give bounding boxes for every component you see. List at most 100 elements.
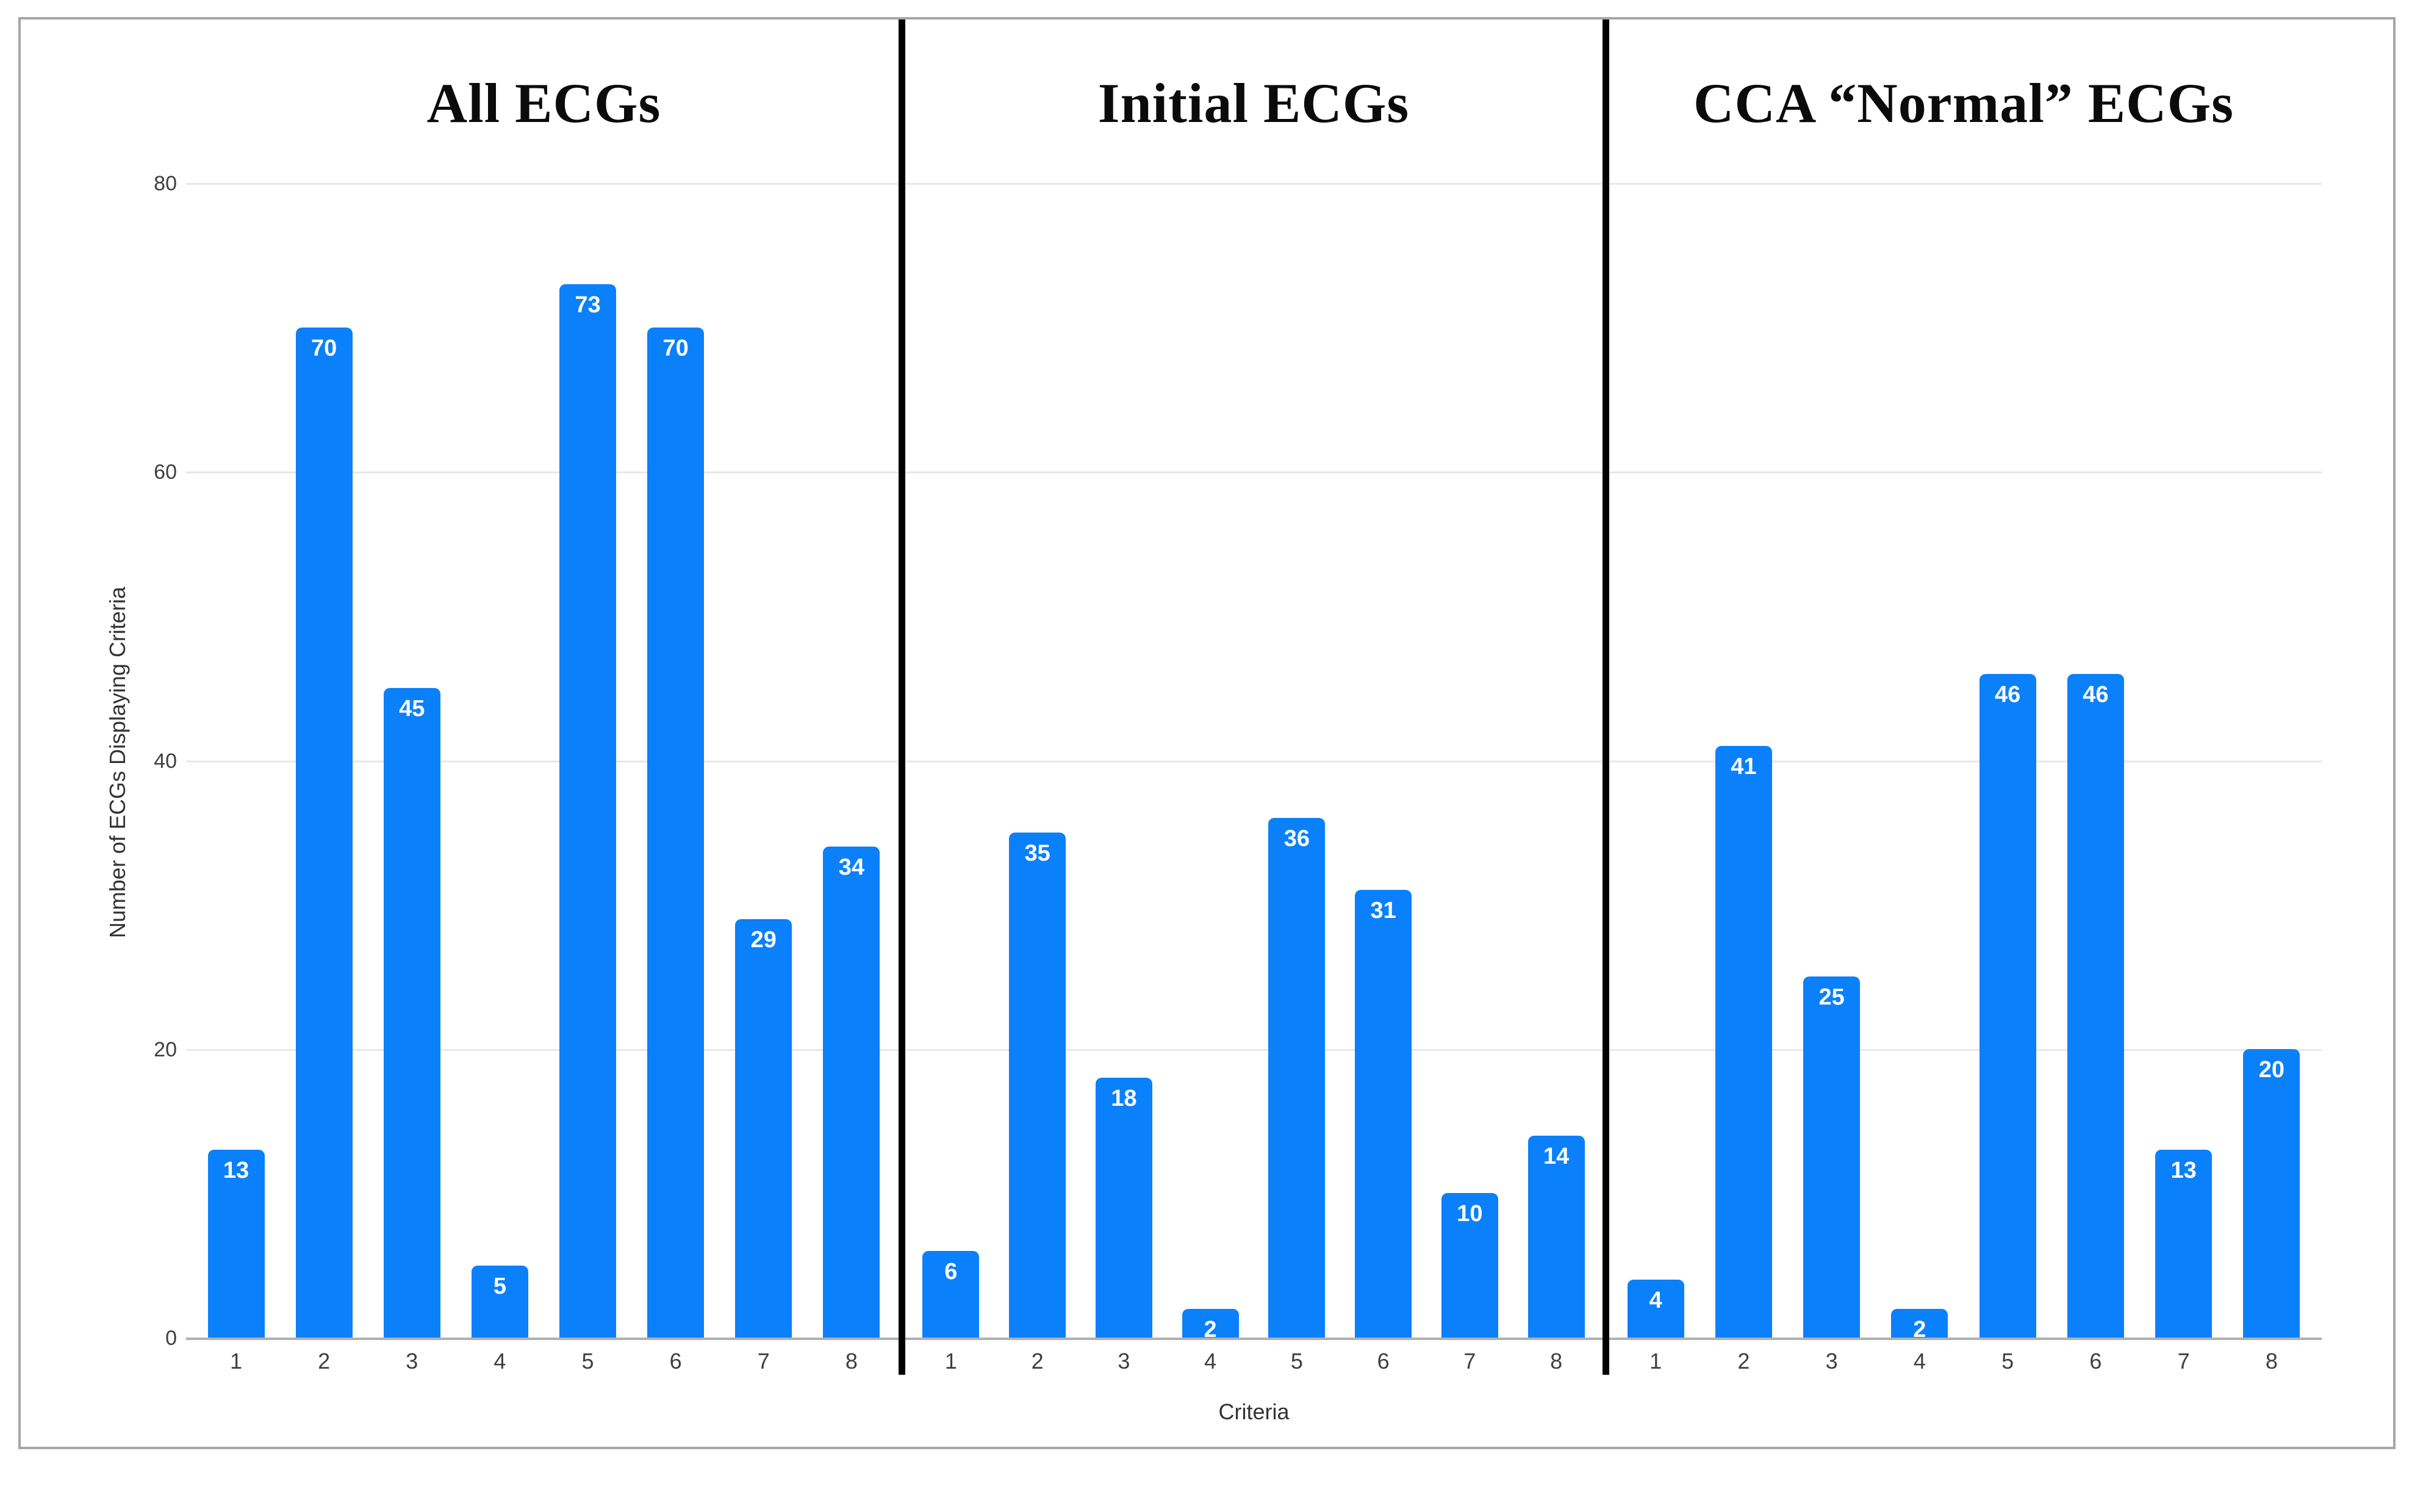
bar-zone: 4 [1612, 183, 1700, 1338]
slot-criteria-8: 34 8 [808, 183, 896, 1381]
bar-Initial ECGs-criteria-6: 31 [1355, 890, 1412, 1338]
slot-criteria-7: 29 7 [720, 183, 808, 1381]
bar-value-label: 10 [1457, 1201, 1483, 1227]
x-tick-label-4: 4 [1204, 1349, 1217, 1374]
gridline-0 [186, 1338, 2322, 1340]
bar-zone: 13 [2140, 183, 2228, 1338]
bar-CCA “Normal” ECGs-criteria-6: 46 [2067, 674, 2124, 1338]
bar-zone: 20 [2228, 183, 2316, 1338]
x-axis-title: Criteria [1218, 1399, 1290, 1424]
x-tick-label-1: 1 [944, 1349, 957, 1374]
bar-value-label: 46 [1994, 682, 2021, 708]
panel-title-cca-normal-ecgs: CCA “Normal” ECGs [1693, 72, 2234, 134]
panel-title-initial-ecgs: Initial ECGs [1097, 72, 1410, 134]
bar-value-label: 13 [2170, 1158, 2197, 1183]
bar-value-label: 41 [1731, 754, 1757, 779]
bar-CCA “Normal” ECGs-criteria-5: 46 [1979, 674, 2036, 1338]
bar-value-label: 20 [2258, 1057, 2285, 1083]
gridline-40 [186, 761, 2322, 762]
bar-value-label: 25 [1818, 984, 1845, 1010]
bar-All ECGs-criteria-7: 29 [735, 919, 792, 1338]
bar-zone: 25 [1788, 183, 1876, 1338]
bar-zone: 41 [1700, 183, 1787, 1338]
panel-2-bars: 6 1 35 2 18 3 2 4 36 5 31 6 10 7 14 8 [908, 183, 1599, 1381]
slot-criteria-6: 31 6 [1340, 183, 1427, 1381]
slot-criteria-2: 41 2 [1700, 183, 1787, 1381]
bar-zone: 6 [908, 183, 994, 1338]
bar-CCA “Normal” ECGs-criteria-1: 4 [1627, 1280, 1684, 1338]
x-tick-label-6: 6 [1377, 1349, 1390, 1374]
bar-value-label: 2 [1913, 1317, 1926, 1342]
x-tick-label-2: 2 [1031, 1349, 1044, 1374]
bar-zone: 2 [1167, 183, 1254, 1342]
bar-CCA “Normal” ECGs-criteria-7: 13 [2155, 1150, 2213, 1338]
x-tick-label-3: 3 [1118, 1349, 1130, 1374]
x-tick-label-2: 2 [1737, 1349, 1750, 1374]
x-tick-label-3: 3 [1825, 1349, 1838, 1374]
x-tick-label-4: 4 [494, 1349, 506, 1374]
bar-CCA “Normal” ECGs-criteria-8: 20 [2243, 1049, 2300, 1338]
bar-value-label: 18 [1111, 1086, 1137, 1111]
bar-zone: 45 [368, 183, 456, 1338]
panel-1-bars: 13 1 70 2 45 3 5 4 73 5 70 6 29 7 34 8 [192, 183, 896, 1381]
bar-value-label: 29 [750, 927, 777, 953]
x-tick-label-8: 8 [845, 1349, 858, 1374]
x-tick-label-8: 8 [2265, 1349, 2278, 1374]
bar-All ECGs-criteria-3: 45 [383, 688, 440, 1338]
panel-divider-2 [1603, 20, 1609, 1375]
slot-criteria-5: 73 5 [544, 183, 632, 1381]
slot-criteria-6: 70 6 [632, 183, 720, 1381]
bar-Initial ECGs-criteria-4: 2 [1182, 1309, 1239, 1342]
bar-value-label: 73 [575, 292, 601, 318]
slot-criteria-7: 13 7 [2140, 183, 2228, 1381]
x-tick-label-6: 6 [669, 1349, 682, 1374]
bar-Initial ECGs-criteria-8: 14 [1527, 1136, 1585, 1338]
bar-zone: 5 [456, 183, 544, 1338]
y-axis-title: Number of ECGs Displaying Criteria [105, 586, 130, 939]
x-tick-label-2: 2 [318, 1349, 331, 1374]
bar-zone: 13 [192, 183, 280, 1338]
x-tick-label-4: 4 [1913, 1349, 1926, 1374]
x-tick-label-5: 5 [1290, 1349, 1303, 1374]
bar-zone: 35 [994, 183, 1081, 1338]
slot-criteria-3: 45 3 [368, 183, 456, 1381]
x-tick-label-3: 3 [406, 1349, 418, 1374]
bar-value-label: 70 [662, 335, 689, 361]
bar-value-label: 13 [223, 1158, 249, 1183]
bar-value-label: 31 [1370, 898, 1396, 923]
bar-value-label: 34 [838, 855, 865, 880]
bar-zone: 18 [1081, 183, 1168, 1338]
panel-3-bars: 4 1 41 2 25 3 2 4 46 5 46 6 13 7 20 8 [1612, 183, 2316, 1381]
bar-value-label: 6 [944, 1259, 958, 1284]
bar-value-label: 36 [1283, 826, 1310, 851]
bar-All ECGs-criteria-1: 13 [207, 1150, 265, 1338]
slot-criteria-6: 46 6 [2051, 183, 2139, 1381]
bar-zone: 36 [1254, 183, 1340, 1338]
slot-criteria-7: 10 7 [1427, 183, 1513, 1381]
bar-value-label: 70 [311, 335, 337, 361]
bar-zone: 46 [2051, 183, 2139, 1338]
bar-All ECGs-criteria-2: 70 [295, 328, 353, 1338]
x-tick-label-1: 1 [1649, 1349, 1662, 1374]
bar-value-label: 4 [1649, 1288, 1662, 1313]
bar-zone: 2 [1876, 183, 1964, 1342]
slot-criteria-5: 46 5 [1964, 183, 2051, 1381]
slot-criteria-2: 35 2 [994, 183, 1081, 1381]
y-tick-label-40: 40 [154, 750, 177, 773]
x-tick-label-7: 7 [2177, 1349, 2190, 1374]
x-tick-label-5: 5 [581, 1349, 594, 1374]
gridline-60 [186, 471, 2322, 473]
bar-zone: 31 [1340, 183, 1427, 1338]
x-tick-label-7: 7 [1463, 1349, 1476, 1374]
bar-All ECGs-criteria-5: 73 [559, 284, 617, 1338]
slot-criteria-3: 18 3 [1081, 183, 1168, 1381]
bar-zone: 73 [544, 183, 632, 1338]
bar-value-label: 35 [1024, 840, 1050, 866]
bar-Initial ECGs-criteria-1: 6 [922, 1251, 980, 1338]
bar-CCA “Normal” ECGs-criteria-2: 41 [1715, 746, 1772, 1338]
